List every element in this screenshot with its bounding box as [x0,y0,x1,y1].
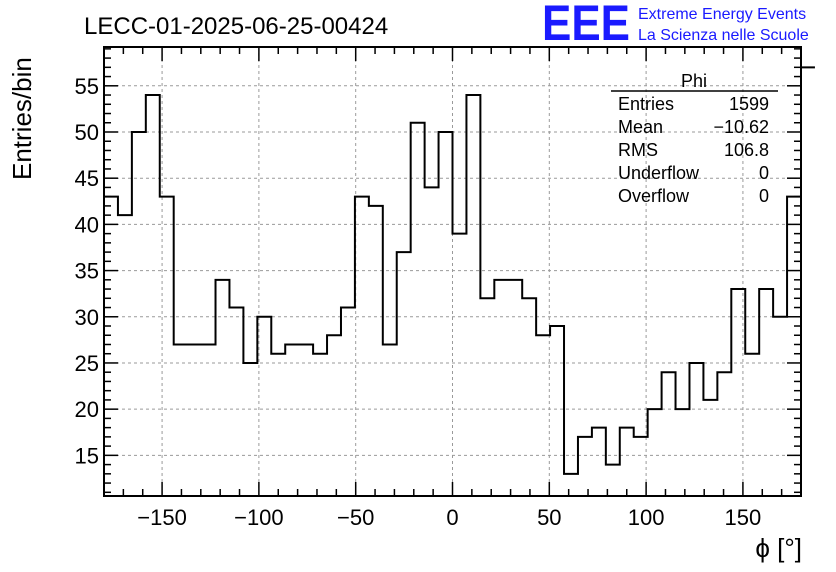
stats-title: Phi [681,71,707,91]
x-tick-label: 50 [537,505,561,530]
y-tick-label: 15 [75,443,99,468]
stats-label-overflow: Overflow [618,186,690,206]
x-axis-label: ϕ [°] [755,533,802,563]
y-tick-label: 20 [75,397,99,422]
y-tick-label: 40 [75,212,99,237]
x-tick-label: 100 [628,505,665,530]
histogram-series [103,66,815,496]
x-tick-label: −100 [234,505,284,530]
stats-value-underflow: 0 [759,163,769,183]
y-tick-label: 25 [75,351,99,376]
stats-label-entries: Entries [618,94,674,114]
x-tick-label: 150 [725,505,762,530]
logo-line2: La Scienza nelle Scuole [638,27,809,44]
y-tick-label: 35 [75,259,99,284]
stats-box: Phi Entries 1599 Mean −10.62 RMS 106.8 U… [611,71,778,206]
logo-line1: Extreme Energy Events [638,6,806,23]
stats-label-rms: RMS [618,140,658,160]
x-tick-label: 0 [446,505,458,530]
y-tick-label: 55 [75,74,99,99]
stats-value-entries: 1599 [729,94,769,114]
logo-mark: EEE [542,0,630,51]
x-tick-label: −50 [337,505,374,530]
y-tick-label: 50 [75,120,99,145]
y-tick-label: 30 [75,305,99,330]
x-tick-label: −150 [137,505,187,530]
histogram-outline [103,66,815,496]
stats-value-mean: −10.62 [713,117,769,137]
stats-value-overflow: 0 [759,186,769,206]
y-axis-label: Entries/bin [7,57,37,180]
chart-title: LECC-01-2025-06-25-00424 [84,13,388,40]
stats-value-rms: 106.8 [724,140,769,160]
stats-label-underflow: Underflow [618,163,700,183]
axis-ticks: −150 −100 −50 0 50 100 150 15 20 25 30 35 40 45 50 55 [75,47,802,530]
stats-label-mean: Mean [618,117,663,137]
y-tick-label: 45 [75,166,99,191]
